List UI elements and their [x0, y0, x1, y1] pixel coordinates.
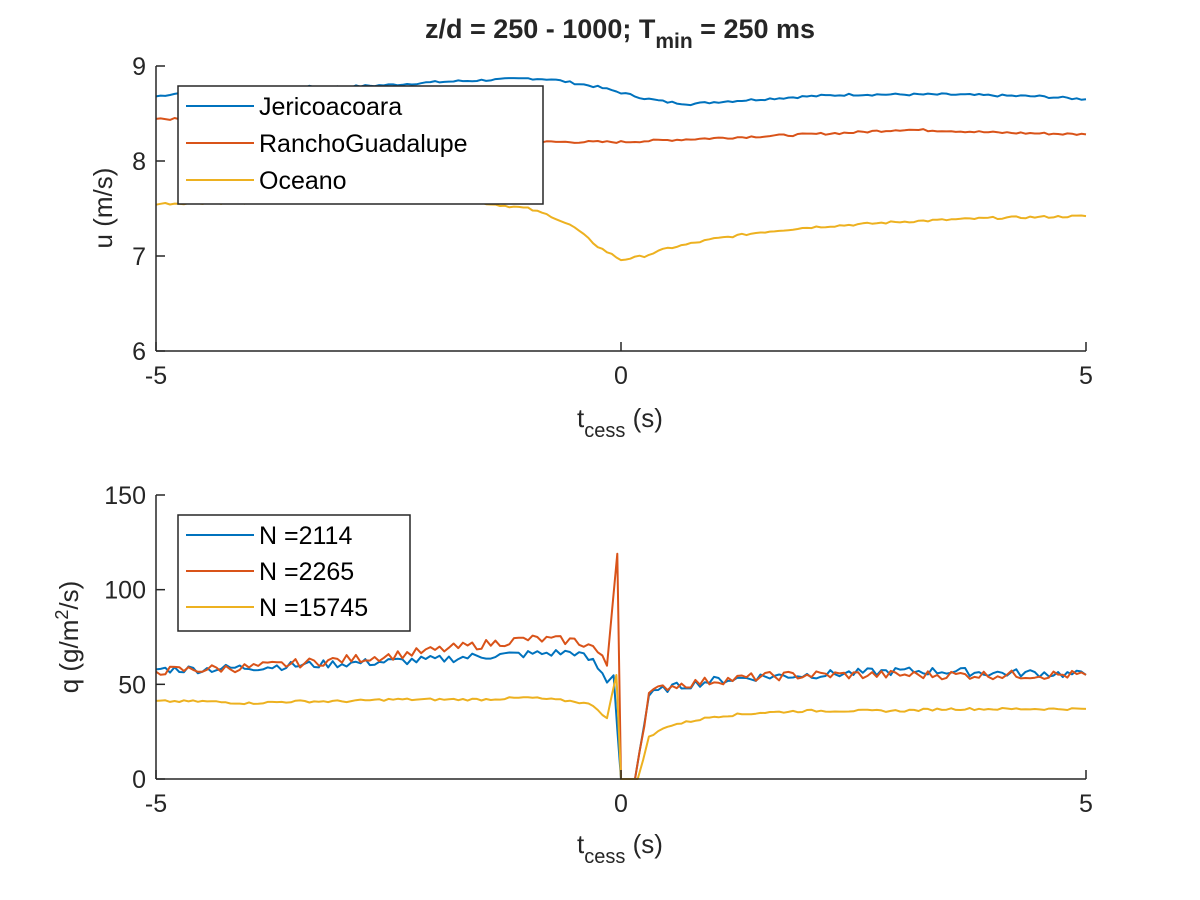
- velocity-y-tick-label: 7: [132, 243, 146, 271]
- velocity-ticks: -5 0 5 6 7 8 9: [132, 53, 1093, 390]
- figure-title: z/d = 250 - 1000; Tmin = 250 ms: [425, 14, 815, 53]
- velocity-legend-label-0: Jericoacoara: [259, 93, 402, 121]
- velocity-y-tick-label: 6: [132, 338, 146, 366]
- velocity-x-label-tail: (s): [625, 403, 663, 433]
- flux-x-label: tcess (s): [577, 829, 663, 868]
- flux-x-tick-label: 5: [1079, 790, 1093, 818]
- flux-y-label: q (g/m2/s): [52, 581, 84, 694]
- flux-y-tick-label: 150: [104, 482, 146, 510]
- flux-y-label-tail: /s): [54, 581, 84, 610]
- flux-y-tick-label: 50: [118, 671, 146, 699]
- title-main: z/d = 250 - 1000; T: [425, 14, 656, 44]
- velocity-x-label-sub: cess: [584, 420, 625, 442]
- velocity-y-tick-label: 9: [132, 53, 146, 81]
- flux-legend-label-2: N =15745: [259, 594, 368, 622]
- velocity-legend-label-1: RanchoGuadalupe: [259, 130, 468, 158]
- flux-legend-label-1: N =2265: [259, 558, 354, 586]
- title-tail: = 250 ms: [693, 14, 815, 44]
- velocity-legend-label-2: Oceano: [259, 167, 347, 195]
- flux-x-label-tail: (s): [625, 829, 663, 859]
- velocity-x-tick-label: -5: [145, 362, 167, 390]
- velocity-x-label: tcess (s): [577, 403, 663, 442]
- velocity-y-label: u (m/s): [88, 168, 118, 249]
- flux-x-label-main: t: [577, 829, 585, 859]
- flux-x-tick-label: -5: [145, 790, 167, 818]
- velocity-x-tick-label: 5: [1079, 362, 1093, 390]
- velocity-x-tick-label: 0: [614, 362, 628, 390]
- flux-legend: N =2114 N =2265 N =15745: [177, 514, 411, 632]
- flux-y-tick-label: 100: [104, 577, 146, 605]
- flux-x-tick-label: 0: [614, 790, 628, 818]
- flux-y-label-main: q (g/m: [54, 620, 84, 694]
- title-subscript: min: [655, 30, 692, 53]
- velocity-panel: -5 0 5 6 7 8 9 tcess (s) u (m/s) Jericoacoara R…: [88, 53, 1093, 442]
- velocity-x-label-main: t: [577, 403, 585, 433]
- flux-legend-label-0: N =2114: [259, 522, 352, 550]
- velocity-legend: Jericoacoara RanchoGuadalupe Oceano: [177, 85, 544, 205]
- flux-y-label-sup: 2: [52, 610, 72, 620]
- flux-y-tick-label: 0: [132, 766, 146, 794]
- velocity-y-tick-label: 8: [132, 148, 146, 176]
- flux-x-label-sub: cess: [584, 846, 625, 868]
